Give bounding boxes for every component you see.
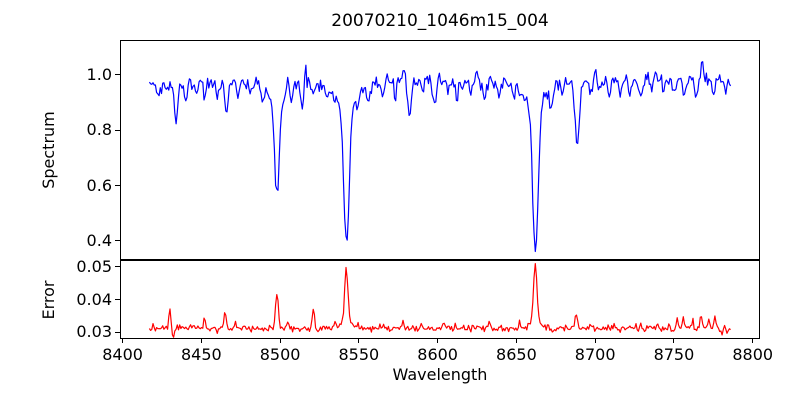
x-tick xyxy=(752,339,754,343)
x-tick-label: 8800 xyxy=(732,345,774,364)
y-tick-label: 0.4 xyxy=(86,230,112,250)
x-tick xyxy=(122,339,124,343)
error-line xyxy=(148,262,731,338)
chart-title: 20070210_1046m15_004 xyxy=(331,11,549,31)
x-tick-label: 8450 xyxy=(180,345,222,364)
x-tick-label: 8600 xyxy=(417,345,458,364)
x-tick xyxy=(200,339,202,343)
x-tick xyxy=(437,339,439,343)
x-axis-label: Wavelength xyxy=(392,365,488,384)
x-tick-label: 8650 xyxy=(496,345,537,364)
x-tick xyxy=(279,339,281,343)
y-tick xyxy=(115,185,120,187)
x-tick-label: 8750 xyxy=(653,345,695,364)
x-tick-label: 8400 xyxy=(102,345,143,364)
y-tick-label: 0.05 xyxy=(76,256,112,276)
y-tick-label: 0.8 xyxy=(86,120,112,140)
y-tick xyxy=(115,266,120,268)
x-tick-label: 8550 xyxy=(338,345,380,364)
y-tick-label: 1.0 xyxy=(86,64,112,84)
x-tick xyxy=(594,339,596,343)
y-tick xyxy=(115,240,120,242)
y-tick xyxy=(115,129,120,131)
spectrum-line-svg xyxy=(148,61,732,253)
y-tick xyxy=(115,331,120,333)
y-tick-label: 0.03 xyxy=(76,322,112,342)
y-tick-label: 0.04 xyxy=(76,289,112,309)
x-tick xyxy=(673,339,675,343)
y-tick xyxy=(115,74,120,76)
spectrum-plot-area xyxy=(120,40,760,260)
error-line-svg xyxy=(148,262,731,338)
x-tick xyxy=(358,339,360,343)
error-plot-area xyxy=(120,260,760,339)
spectrum-line xyxy=(148,61,732,253)
x-tick-label: 8700 xyxy=(574,345,616,364)
x-tick xyxy=(515,339,517,343)
y-tick xyxy=(115,299,120,300)
x-tick-label: 8500 xyxy=(259,345,301,364)
y-tick-label: 0.6 xyxy=(86,175,112,195)
